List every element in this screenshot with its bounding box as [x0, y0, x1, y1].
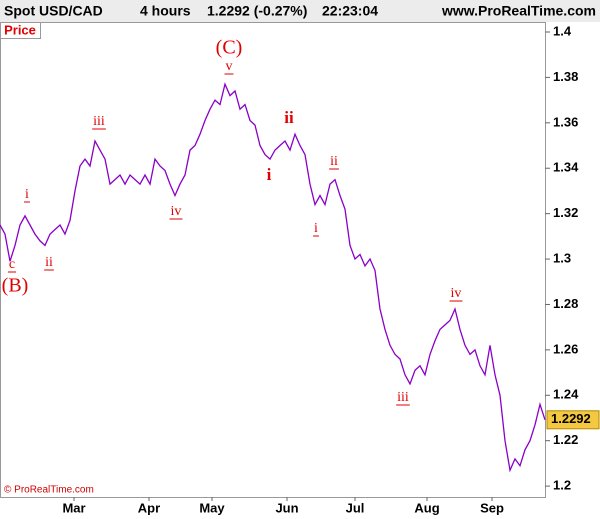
site: www.ProRealTime.com: [441, 3, 596, 19]
time: 22:23:04: [322, 3, 378, 19]
plot-frame: [0, 22, 546, 498]
x-tick-label: May: [199, 500, 225, 515]
panel-label: Price: [4, 22, 36, 37]
x-tick-label: Sep: [480, 500, 504, 515]
wave-label: ii: [330, 154, 338, 169]
y-tick-label: 1.28: [553, 296, 578, 311]
y-tick-label: 1.26: [553, 341, 578, 356]
wave-label: iii: [397, 390, 409, 405]
price-line: [0, 82, 546, 473]
wave-label: iv: [451, 286, 462, 301]
x-tick-label: Jul: [346, 500, 365, 515]
wave-label: ii: [45, 255, 53, 270]
y-tick-label: 1.4: [553, 23, 572, 38]
wave-label: c: [9, 257, 15, 272]
wave-label: iv: [171, 204, 182, 219]
panel-label-box: [0, 22, 41, 39]
quote: 1.2292 (-0.27%): [207, 3, 307, 19]
y-tick-label: 1.32: [553, 205, 578, 220]
x-tick-label: Aug: [414, 500, 439, 515]
wave-label: (B): [2, 275, 29, 297]
y-tick-label: 1.22: [553, 432, 578, 447]
y-tick-label: 1.36: [553, 114, 578, 129]
y-tick-label: 1.24: [553, 387, 579, 402]
wave-label: v: [226, 59, 233, 74]
last-price-box: [546, 410, 600, 430]
y-tick-label: 1.2: [553, 478, 571, 493]
wave-label: i: [267, 165, 272, 184]
footer: © ProRealTime.com: [4, 485, 94, 496]
y-tick-label: 1.38: [553, 69, 578, 84]
wave-label: iii: [93, 114, 105, 129]
instrument: Spot USD/CAD: [4, 3, 103, 19]
header-bar: [0, 0, 600, 22]
wave-label: ii: [284, 108, 294, 127]
wave-label: (C): [216, 37, 243, 59]
wave-label: i: [314, 221, 318, 236]
y-tick-label: 1.3: [553, 250, 571, 265]
x-tick-label: Mar: [62, 500, 85, 515]
wave-label: i: [25, 187, 29, 202]
y-tick-label: 1.34: [553, 160, 579, 175]
x-tick-label: Jun: [275, 500, 298, 515]
last-price-label: 1.2292: [551, 411, 591, 426]
x-tick-label: Apr: [138, 500, 160, 515]
timeframe: 4 hours: [140, 3, 191, 19]
